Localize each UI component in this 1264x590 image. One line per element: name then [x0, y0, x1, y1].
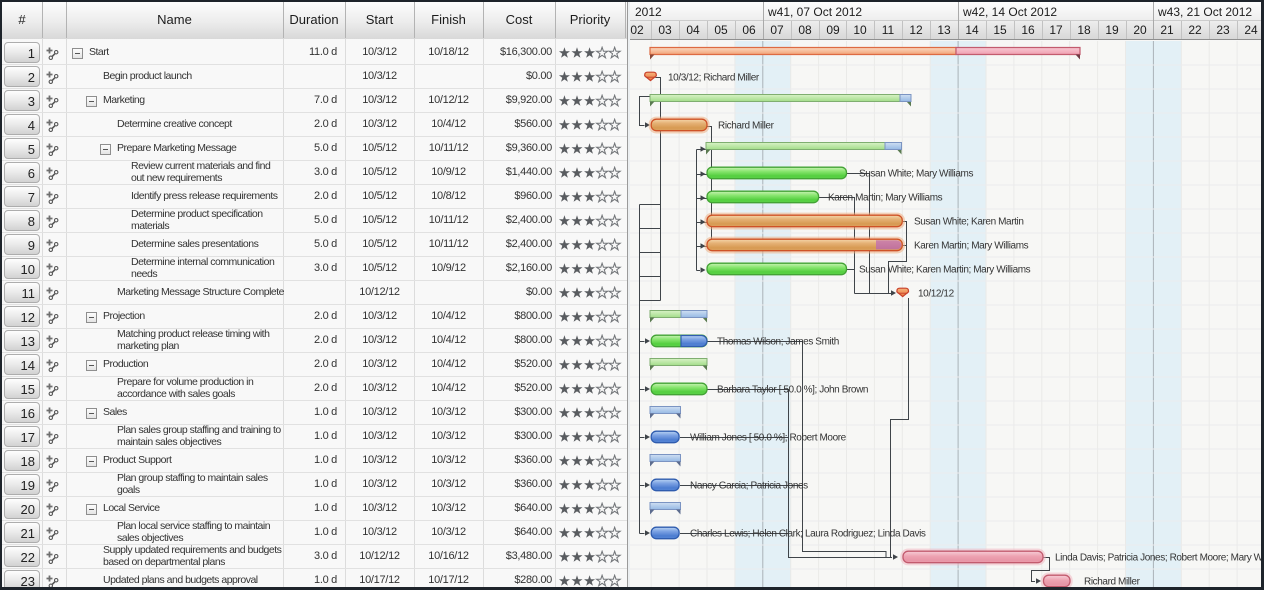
- svg-text:Charles Lewis; Helen Clark; La: Charles Lewis; Helen Clark; Laura Rodrig…: [690, 529, 926, 540]
- svg-text:Karen Martin; Mary Williams: Karen Martin; Mary Williams: [828, 193, 943, 204]
- svg-text:Barbara Taylor [ 50.0 %]; John: Barbara Taylor [ 50.0 %]; John Brown: [717, 385, 868, 396]
- svg-text:Karen Martin; Mary Williams: Karen Martin; Mary Williams: [914, 241, 1029, 252]
- svg-text:10/3/12; Richard Miller: 10/3/12; Richard Miller: [668, 73, 760, 84]
- svg-text:William Jones [ 50.0 %]; Rober: William Jones [ 50.0 %]; Robert Moore: [690, 433, 847, 444]
- svg-text:Thomas Wilson; James Smith: Thomas Wilson; James Smith: [717, 337, 839, 348]
- svg-text:Nancy Garcia; Patricia Jones: Nancy Garcia; Patricia Jones: [690, 481, 808, 492]
- svg-text:Susan White; Karen Martin; Mar: Susan White; Karen Martin; Mary Williams: [859, 265, 1031, 276]
- svg-text:Susan White; Mary Williams: Susan White; Mary Williams: [859, 169, 973, 180]
- svg-text:10/12/12: 10/12/12: [918, 289, 955, 300]
- svg-text:Susan White; Karen Martin: Susan White; Karen Martin: [914, 217, 1024, 228]
- svg-text:Linda Davis; Patricia Jones; R: Linda Davis; Patricia Jones; Robert Moor…: [1055, 553, 1264, 564]
- svg-text:Richard Miller: Richard Miller: [1084, 577, 1141, 588]
- svg-text:Richard Miller: Richard Miller: [718, 121, 775, 132]
